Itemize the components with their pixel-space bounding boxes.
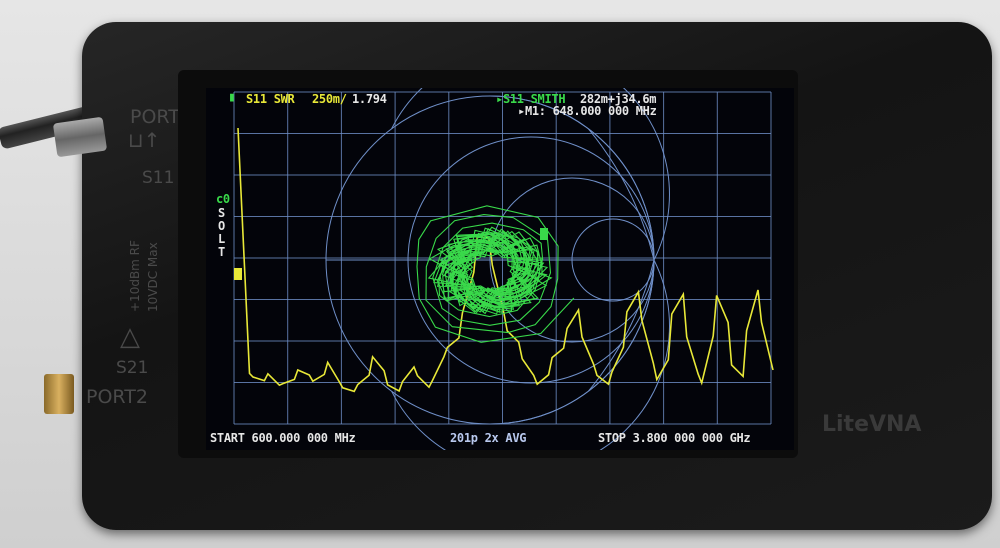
rating-rf: +10dBm RF bbox=[128, 240, 142, 312]
port2-connector bbox=[44, 374, 74, 414]
trace2-value: 282m+j34.6m bbox=[580, 92, 657, 106]
port1-arrow-icon: ⊔↑ bbox=[128, 128, 161, 152]
trace1-value: 1.794 bbox=[352, 92, 387, 106]
plot-area bbox=[233, 88, 774, 450]
cal-slot: c0 bbox=[216, 192, 230, 206]
marker-1-swr bbox=[234, 268, 242, 280]
s11-label: S11 bbox=[142, 168, 175, 188]
start-frequency[interactable]: START 600.000 000 MHz bbox=[210, 431, 356, 445]
marker-readout-text: M1: 648.000 000 MHz bbox=[524, 104, 657, 118]
trace2-label[interactable]: ▸S11 SMITH bbox=[496, 92, 566, 106]
rating-dc: 10VDC Max bbox=[146, 242, 160, 312]
smith-reactance-arc bbox=[588, 259, 655, 392]
smith-reactance-arc bbox=[489, 259, 655, 425]
points-avg[interactable]: 201p 2x AVG bbox=[450, 431, 527, 445]
smith-reactance-arc bbox=[588, 128, 655, 261]
s21-label: S21 bbox=[116, 358, 149, 378]
stop-frequency[interactable]: STOP 3.800 000 000 GHz bbox=[598, 431, 751, 445]
cal-letter: L bbox=[218, 232, 225, 246]
brand-logo: LiteVNA bbox=[822, 412, 922, 437]
cal-letter: S bbox=[218, 206, 225, 220]
trace1-scale: 250m/ bbox=[312, 92, 347, 106]
smith-reactance-arc bbox=[489, 95, 655, 261]
port1-connector bbox=[52, 116, 108, 158]
smith-trace bbox=[416, 205, 575, 343]
smith-reactance-arc bbox=[391, 88, 670, 261]
marker-1-smith bbox=[540, 228, 548, 240]
cal-letter: T bbox=[218, 245, 225, 259]
cal-letter: O bbox=[218, 219, 225, 233]
lcd-screen[interactable]: ▮ S11 SWR 250m/ 1.794 ▸S11 SMITH 282m+j3… bbox=[206, 88, 794, 450]
battery-icon: ▮ bbox=[228, 90, 236, 105]
marker-readout: ▸M1: 648.000 000 MHz bbox=[518, 104, 657, 118]
trace2-label-text: S11 SMITH bbox=[502, 92, 566, 106]
smith-reactance-arc bbox=[391, 259, 670, 450]
port2-label: PORT2 bbox=[86, 386, 148, 408]
port1-label: PORT1 bbox=[130, 106, 192, 128]
trace1-label[interactable]: S11 SWR bbox=[246, 92, 295, 106]
swr-trace bbox=[237, 127, 774, 393]
warning-icon: △ bbox=[120, 322, 140, 352]
